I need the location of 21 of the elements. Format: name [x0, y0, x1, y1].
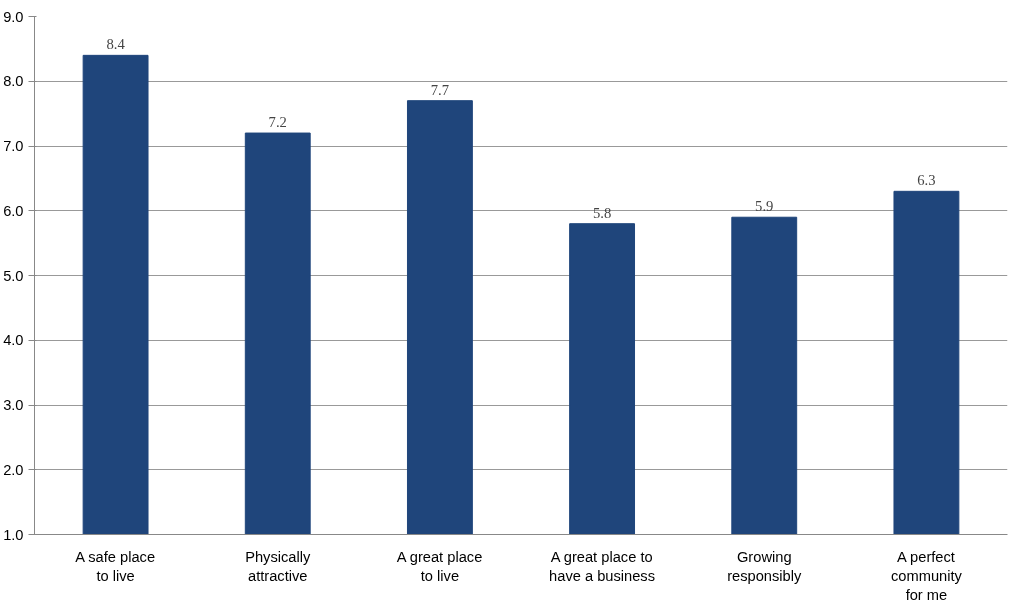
x-tick-label: A perfect community for me [890, 548, 963, 603]
y-tick-label: 9.0 [3, 8, 24, 25]
y-tick-label: 8.0 [3, 73, 24, 90]
y-tick-label: 6.0 [3, 202, 24, 219]
y-tick-label: 4.0 [3, 332, 24, 349]
data-label: 8.4 [106, 36, 126, 53]
data-label: 7.7 [430, 81, 450, 98]
data-label: 5.8 [592, 204, 612, 221]
x-tick-label: A great place to have a business [549, 548, 656, 584]
x-tick-label: A great place to live [396, 548, 483, 584]
y-tick-label: 5.0 [3, 267, 24, 284]
y-tick-label: 7.0 [3, 138, 24, 154]
data-label: 6.3 [917, 172, 936, 189]
y-tick-label: 2.0 [3, 461, 24, 478]
x-tick-label: Physically attractive [245, 548, 311, 584]
x-tick-label: A safe place to live [75, 548, 156, 584]
data-label: 7.2 [268, 114, 287, 131]
y-tick-label: 3.0 [3, 397, 24, 413]
x-tick-label: Growing responsibly [727, 548, 802, 584]
data-label: 5.9 [755, 198, 774, 215]
y-tick-label: 1.0 [3, 526, 24, 543]
